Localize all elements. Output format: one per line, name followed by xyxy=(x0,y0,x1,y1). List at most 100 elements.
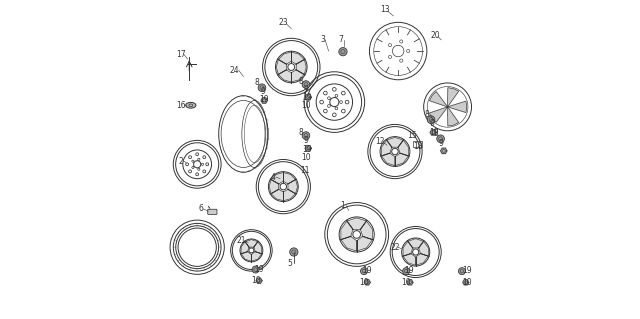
Polygon shape xyxy=(408,239,424,248)
Text: 19: 19 xyxy=(303,145,312,154)
Text: 13: 13 xyxy=(380,5,390,14)
Polygon shape xyxy=(284,189,296,201)
FancyBboxPatch shape xyxy=(208,209,217,214)
Text: 10: 10 xyxy=(462,278,472,287)
Text: 19: 19 xyxy=(303,93,312,102)
Text: 19: 19 xyxy=(254,265,264,274)
Polygon shape xyxy=(360,221,372,240)
Polygon shape xyxy=(241,242,249,254)
Text: 10: 10 xyxy=(301,153,311,162)
Polygon shape xyxy=(341,236,356,251)
Text: 19: 19 xyxy=(404,266,414,275)
Polygon shape xyxy=(387,137,403,147)
Polygon shape xyxy=(341,221,353,240)
Polygon shape xyxy=(364,280,371,285)
Text: 7: 7 xyxy=(338,35,343,44)
Polygon shape xyxy=(271,173,284,184)
Polygon shape xyxy=(305,94,312,100)
Polygon shape xyxy=(271,189,284,201)
Circle shape xyxy=(427,116,435,123)
Polygon shape xyxy=(241,252,252,261)
Text: 19: 19 xyxy=(429,128,438,137)
Polygon shape xyxy=(347,218,367,229)
Polygon shape xyxy=(416,254,428,265)
Text: 24: 24 xyxy=(230,66,239,75)
Text: 10: 10 xyxy=(251,276,260,285)
Text: 1: 1 xyxy=(340,201,346,210)
Text: 3: 3 xyxy=(320,35,325,44)
Polygon shape xyxy=(252,252,262,261)
Polygon shape xyxy=(447,101,467,113)
Polygon shape xyxy=(403,254,416,265)
Polygon shape xyxy=(356,236,372,251)
Text: 16: 16 xyxy=(176,101,186,110)
Text: 23: 23 xyxy=(279,18,289,27)
Polygon shape xyxy=(278,52,291,64)
Polygon shape xyxy=(278,70,291,82)
Circle shape xyxy=(290,248,298,256)
Polygon shape xyxy=(296,60,306,74)
Text: 8: 8 xyxy=(255,78,260,87)
Polygon shape xyxy=(245,240,258,247)
Text: 4: 4 xyxy=(270,173,275,182)
Text: 21: 21 xyxy=(236,236,246,245)
Text: 19: 19 xyxy=(259,95,268,104)
Text: 8: 8 xyxy=(433,130,438,138)
Text: 15: 15 xyxy=(408,131,417,140)
Polygon shape xyxy=(463,280,469,285)
Polygon shape xyxy=(419,241,428,256)
Circle shape xyxy=(403,268,410,275)
Polygon shape xyxy=(430,130,436,135)
Polygon shape xyxy=(398,140,408,156)
Circle shape xyxy=(302,132,310,139)
Text: 19: 19 xyxy=(462,266,472,275)
Text: 8: 8 xyxy=(298,77,303,86)
Polygon shape xyxy=(407,280,413,285)
Polygon shape xyxy=(284,173,296,184)
Polygon shape xyxy=(447,107,459,126)
Text: 9: 9 xyxy=(439,139,444,148)
Circle shape xyxy=(458,268,465,275)
Text: 19: 19 xyxy=(362,266,372,275)
Circle shape xyxy=(252,266,259,273)
Text: 10: 10 xyxy=(301,101,311,110)
Text: 20: 20 xyxy=(431,31,440,40)
Polygon shape xyxy=(403,241,413,256)
Text: 6: 6 xyxy=(198,204,204,213)
Text: 9: 9 xyxy=(304,137,308,145)
Text: 12: 12 xyxy=(375,137,385,146)
Circle shape xyxy=(360,268,367,275)
Polygon shape xyxy=(447,88,459,107)
Text: 9: 9 xyxy=(260,87,265,96)
Polygon shape xyxy=(395,153,408,166)
Text: 10: 10 xyxy=(359,278,369,287)
Text: 8: 8 xyxy=(298,128,303,137)
Text: 8: 8 xyxy=(424,110,429,119)
Text: 18: 18 xyxy=(413,142,423,151)
Polygon shape xyxy=(440,148,447,154)
Circle shape xyxy=(339,48,347,56)
Polygon shape xyxy=(381,153,395,166)
Text: 22: 22 xyxy=(391,243,401,252)
Polygon shape xyxy=(269,180,278,194)
Polygon shape xyxy=(305,145,312,151)
Polygon shape xyxy=(381,140,392,156)
Polygon shape xyxy=(261,98,268,103)
Circle shape xyxy=(436,135,444,143)
Polygon shape xyxy=(291,70,304,82)
Polygon shape xyxy=(288,180,298,194)
Polygon shape xyxy=(276,60,286,74)
Polygon shape xyxy=(256,278,262,283)
Text: 11: 11 xyxy=(301,166,310,175)
Text: 9: 9 xyxy=(304,85,308,94)
Polygon shape xyxy=(291,52,304,64)
Text: 5: 5 xyxy=(287,259,292,268)
Text: 9: 9 xyxy=(429,119,434,128)
Text: 17: 17 xyxy=(176,50,186,59)
Polygon shape xyxy=(429,107,447,122)
Ellipse shape xyxy=(186,102,196,108)
Circle shape xyxy=(302,81,310,88)
Polygon shape xyxy=(254,242,262,254)
Text: 10: 10 xyxy=(401,278,411,287)
Polygon shape xyxy=(429,92,447,107)
